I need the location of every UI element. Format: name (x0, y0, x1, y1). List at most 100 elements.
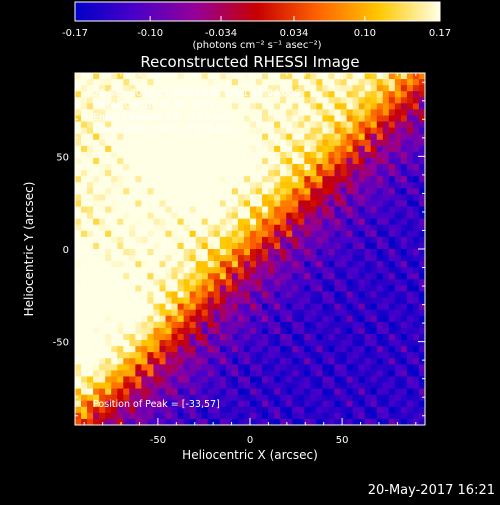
heatmap-cell (141, 297, 148, 305)
heatmap-cell (274, 315, 281, 323)
heatmap-cell (171, 273, 178, 280)
heatmap-cell (225, 321, 233, 329)
heatmap-cell (298, 151, 305, 159)
heatmap-cell (406, 358, 414, 365)
heatmap-cell (334, 194, 341, 201)
heatmap-cell (111, 370, 118, 377)
heatmap-cell (322, 145, 329, 153)
heatmap-cell (171, 97, 178, 104)
heatmap-cell (243, 97, 251, 104)
heatmap-cell (346, 370, 353, 377)
heatmap-cell (352, 200, 360, 207)
heatmap-cell (219, 121, 227, 129)
heatmap-cell (147, 315, 154, 323)
heatmap-cell (183, 333, 191, 341)
heatmap-cell (334, 103, 341, 110)
heatmap-cell (81, 327, 88, 335)
heatmap-cell (219, 406, 227, 414)
heatmap-cell (400, 224, 408, 232)
heatmap-cell (93, 157, 100, 165)
heatmap-cell (352, 333, 360, 341)
heatmap-cell (111, 249, 118, 256)
heatmap-cell (225, 236, 233, 244)
heatmap-cell (165, 291, 172, 298)
heatmap-cell (81, 273, 88, 280)
heatmap-cell (165, 327, 172, 335)
heatmap-cell (87, 309, 94, 317)
heatmap-cell (165, 170, 172, 177)
heatmap-cell (147, 91, 154, 98)
heatmap-cell (418, 418, 425, 425)
heatmap-cell (123, 333, 130, 341)
heatmap-cell (195, 139, 203, 147)
heatmap-cell (243, 303, 251, 311)
heatmap-cell (352, 182, 360, 189)
heatmap-cell (231, 73, 239, 80)
heatmap-cell (340, 164, 347, 171)
heatmap-cell (298, 285, 305, 292)
heatmap-cell (352, 412, 360, 420)
heatmap-cell (243, 91, 251, 98)
heatmap-cell (286, 230, 293, 238)
heatmap-cell (153, 249, 160, 256)
heatmap-cell (376, 346, 384, 353)
heatmap-cell (322, 291, 329, 298)
heatmap-cell (105, 145, 112, 153)
heatmap-cell (75, 206, 82, 213)
heatmap-cell (237, 139, 245, 147)
heatmap-cell (129, 352, 136, 359)
heatmap-cell (316, 151, 323, 159)
heatmap-cell (352, 346, 360, 353)
heatmap-cell (177, 309, 185, 317)
heatmap-cell (171, 352, 178, 359)
heatmap-cell (364, 388, 372, 396)
heatmap-cell (352, 376, 360, 383)
heatmap-cell (316, 382, 323, 389)
heatmap-cell (286, 115, 293, 122)
heatmap-cell (195, 400, 203, 408)
heatmap-cell (153, 412, 160, 420)
heatmap-cell (105, 236, 112, 244)
heatmap-cell (165, 236, 172, 244)
heatmap-cell (298, 230, 305, 238)
heatmap-cell (328, 346, 335, 353)
heatmap-cell (298, 224, 305, 232)
heatmap-cell (358, 133, 366, 141)
heatmap-cell (123, 340, 130, 347)
heatmap-cell (274, 340, 281, 347)
heatmap-cell (358, 230, 366, 238)
heatmap-cell (340, 91, 347, 98)
heatmap-cell (225, 303, 233, 311)
heatmap-cell (304, 218, 311, 226)
heatmap-cell (268, 194, 275, 201)
heatmap-cell (171, 242, 178, 250)
heatmap-cell (117, 236, 124, 244)
heatmap-cell (370, 109, 378, 116)
heatmap-cell (141, 406, 148, 414)
heatmap-cell (274, 182, 281, 189)
heatmap-cell (304, 230, 311, 238)
heatmap-cell (231, 103, 239, 110)
heatmap-cell (280, 115, 287, 122)
heatmap-cell (123, 236, 130, 244)
heatmap-cell (195, 170, 203, 177)
heatmap-cell (111, 79, 118, 86)
heatmap-cell (406, 133, 414, 141)
heatmap-cell (352, 145, 360, 153)
heatmap-cell (81, 230, 88, 238)
heatmap-cell (298, 255, 305, 262)
heatmap-image (75, 73, 425, 425)
heatmap-cell (394, 157, 402, 165)
heatmap-cell (412, 340, 420, 347)
heatmap-cell (292, 91, 299, 98)
heatmap-cell (406, 406, 414, 414)
heatmap-cell (111, 364, 118, 371)
heatmap-cell (256, 279, 263, 286)
heatmap-cell (268, 255, 275, 262)
heatmap-cell (286, 388, 293, 396)
heatmap-cell (153, 382, 160, 389)
heatmap-cell (364, 127, 372, 135)
heatmap-cell (268, 364, 275, 371)
heatmap-cell (322, 400, 329, 408)
heatmap-cell (364, 230, 372, 238)
